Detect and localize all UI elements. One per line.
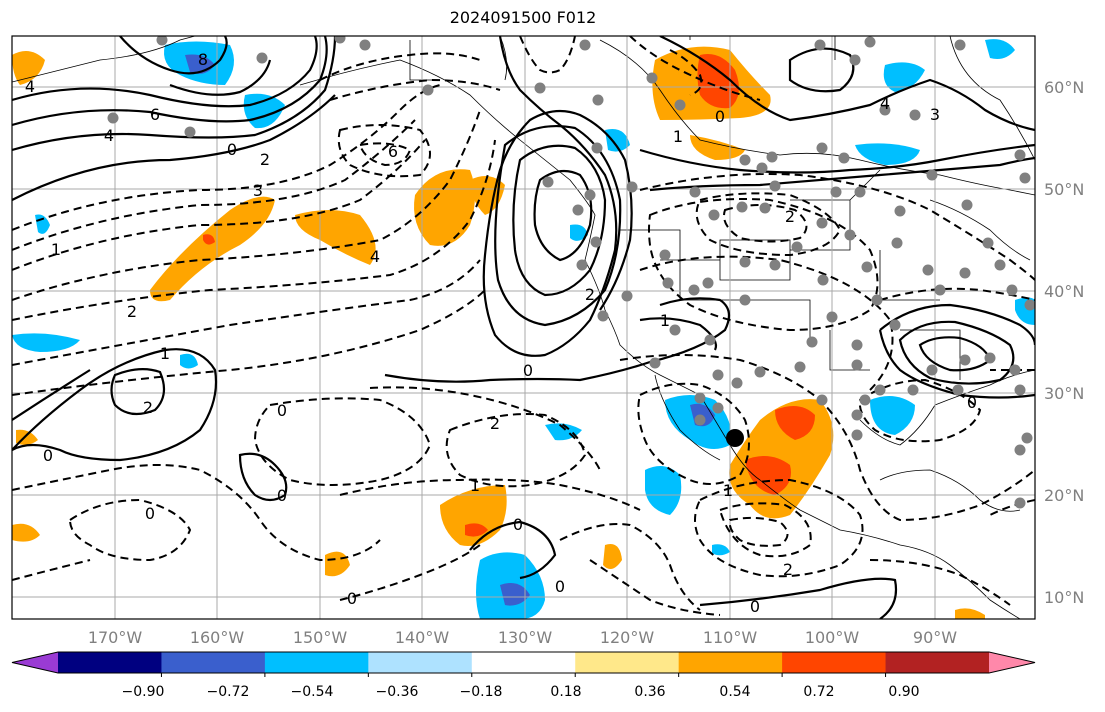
coastlines xyxy=(12,36,1035,619)
svg-text:90°W: 90°W xyxy=(913,628,957,647)
svg-text:40°N: 40°N xyxy=(1044,282,1084,301)
svg-text:0.36: 0.36 xyxy=(634,684,665,700)
svg-text:4: 4 xyxy=(880,94,890,113)
svg-text:20°N: 20°N xyxy=(1044,486,1084,505)
svg-text:0: 0 xyxy=(513,515,523,534)
colorbar-segment xyxy=(575,652,680,673)
svg-text:4: 4 xyxy=(104,126,114,145)
svg-text:0: 0 xyxy=(43,446,53,465)
colorbar-extend-max xyxy=(989,652,1035,673)
colorbar-segment xyxy=(368,652,473,673)
svg-text:1: 1 xyxy=(470,476,480,495)
svg-text:−0.72: −0.72 xyxy=(207,684,250,700)
svg-text:10°N: 10°N xyxy=(1044,588,1084,607)
map-frame xyxy=(11,35,1036,620)
map-title: 2024091500 F012 xyxy=(449,8,597,27)
svg-text:0: 0 xyxy=(555,577,565,596)
svg-text:0: 0 xyxy=(523,361,533,380)
colorbar-segment xyxy=(471,652,576,673)
svg-text:6: 6 xyxy=(388,142,398,161)
svg-text:0: 0 xyxy=(715,107,725,126)
map-panel: 4 6 8 4 0 2 3 6 4 1 2 1 2 0 0 2 0 1 0 0 … xyxy=(12,36,1035,619)
svg-text:3: 3 xyxy=(253,181,263,200)
colorbar-ticks: −0.90 −0.72 −0.54 −0.36 −0.18 0.18 0.36 … xyxy=(122,684,920,700)
svg-text:60°N: 60°N xyxy=(1044,78,1084,97)
svg-text:2: 2 xyxy=(490,414,500,433)
svg-text:1: 1 xyxy=(673,127,683,146)
svg-text:1: 1 xyxy=(723,481,733,500)
svg-text:1: 1 xyxy=(160,344,170,363)
svg-text:−0.90: −0.90 xyxy=(122,684,165,700)
svg-text:−0.18: −0.18 xyxy=(460,684,503,700)
colorbar-outline xyxy=(11,651,1036,674)
svg-text:2: 2 xyxy=(127,302,137,321)
svg-text:6: 6 xyxy=(150,105,160,124)
colorbar-segment xyxy=(264,652,369,673)
svg-text:4: 4 xyxy=(25,77,35,96)
colorbar-segment xyxy=(885,652,990,673)
colorbar-extend-min xyxy=(12,652,58,673)
svg-text:2: 2 xyxy=(783,560,793,579)
svg-text:170°W: 170°W xyxy=(88,628,143,647)
svg-text:30°N: 30°N xyxy=(1044,384,1084,403)
svg-text:2: 2 xyxy=(143,398,153,417)
svg-text:0: 0 xyxy=(145,504,155,523)
svg-text:−0.54: −0.54 xyxy=(291,684,334,700)
svg-text:3: 3 xyxy=(930,105,940,124)
longitude-labels: 170°W 160°W 150°W 140°W 130°W 120°W 110°… xyxy=(88,628,957,647)
svg-text:0.72: 0.72 xyxy=(803,684,834,700)
dashed-contours xyxy=(12,36,1035,616)
contour-labels: 4 6 8 4 0 2 3 6 4 1 2 1 2 0 0 2 0 1 0 0 … xyxy=(25,50,977,616)
svg-text:110°W: 110°W xyxy=(703,628,758,647)
svg-text:0: 0 xyxy=(277,401,287,420)
colorbar-segment xyxy=(161,652,266,673)
svg-text:0.18: 0.18 xyxy=(550,684,581,700)
svg-text:140°W: 140°W xyxy=(395,628,450,647)
colorbar-segment xyxy=(58,652,162,673)
latitude-labels: 60°N 50°N 40°N 30°N 20°N 10°N xyxy=(1044,78,1084,607)
svg-text:130°W: 130°W xyxy=(498,628,553,647)
svg-text:1: 1 xyxy=(51,240,61,259)
svg-text:0: 0 xyxy=(347,589,357,608)
svg-text:1: 1 xyxy=(660,311,670,330)
svg-text:0: 0 xyxy=(227,140,237,159)
svg-text:−0.36: −0.36 xyxy=(376,684,419,700)
graticule xyxy=(12,36,1035,619)
svg-text:0.54: 0.54 xyxy=(719,684,750,700)
svg-text:0: 0 xyxy=(277,486,287,505)
svg-text:2: 2 xyxy=(260,150,270,169)
svg-text:2: 2 xyxy=(585,285,595,304)
svg-text:0: 0 xyxy=(750,597,760,616)
black-marker xyxy=(726,429,744,447)
svg-text:0.90: 0.90 xyxy=(888,684,919,700)
svg-text:2: 2 xyxy=(785,207,795,226)
svg-text:8: 8 xyxy=(198,50,208,69)
svg-text:160°W: 160°W xyxy=(190,628,245,647)
svg-text:4: 4 xyxy=(370,247,380,266)
colorbar-segment xyxy=(678,652,783,673)
svg-text:100°W: 100°W xyxy=(805,628,860,647)
svg-text:50°N: 50°N xyxy=(1044,180,1084,199)
station-markers xyxy=(107,36,1035,509)
colorbar xyxy=(11,651,1036,677)
svg-text:150°W: 150°W xyxy=(293,628,348,647)
svg-text:120°W: 120°W xyxy=(600,628,655,647)
colorbar-segment xyxy=(782,652,887,673)
svg-text:0: 0 xyxy=(967,393,977,412)
